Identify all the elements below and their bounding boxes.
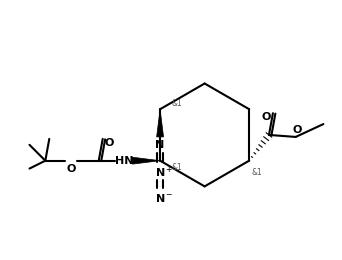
Text: &1: &1 (172, 99, 182, 108)
Text: &1: &1 (172, 163, 182, 172)
Text: O: O (66, 164, 76, 174)
Polygon shape (157, 109, 163, 137)
Text: O: O (293, 125, 302, 135)
Text: O: O (261, 112, 271, 122)
Text: O: O (105, 138, 114, 148)
Polygon shape (132, 157, 160, 164)
Text: N$^+$: N$^+$ (155, 165, 173, 180)
Text: &1: &1 (252, 168, 262, 177)
Text: HN: HN (115, 156, 134, 166)
Text: N: N (156, 140, 165, 150)
Text: N$^-$: N$^-$ (155, 192, 173, 204)
